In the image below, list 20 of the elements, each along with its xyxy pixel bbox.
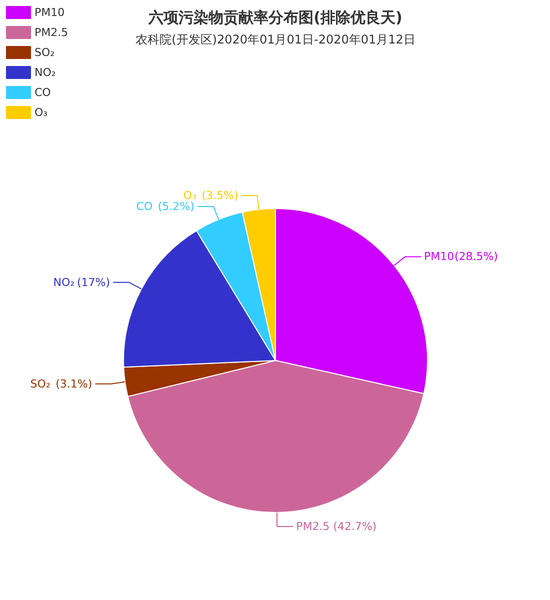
- data-label: (17%): [77, 276, 110, 289]
- legend-label: PM10: [34, 6, 65, 19]
- slice-label: O₃: [183, 189, 196, 202]
- legend-label: SO₂: [34, 46, 55, 59]
- text: 农科院(开发区)2020年01月01日-2020年01月12日: [136, 32, 416, 46]
- legend-label: O₃: [34, 106, 48, 119]
- legend-label: PM2.5: [34, 26, 68, 39]
- legend-label: CO: [34, 86, 52, 99]
- chart-title: 六项污染物贡献率分布图(排除优良天): [148, 8, 402, 26]
- legend-label: NO₂: [34, 66, 56, 79]
- slice-label: SO₂: [30, 377, 50, 390]
- data-label: (5.2%): [158, 200, 194, 214]
- data-label: (28.5%): [454, 250, 498, 264]
- data-label: (3.5%): [202, 189, 238, 202]
- data-label: (3.1%): [56, 377, 92, 390]
- slice-label: PM10: [424, 250, 454, 264]
- slice-label: NO₂: [53, 276, 75, 289]
- slice-label: PM2.5: [296, 520, 330, 533]
- data-label: (42.7%): [333, 520, 377, 533]
- slice-label: CO: [136, 200, 153, 214]
